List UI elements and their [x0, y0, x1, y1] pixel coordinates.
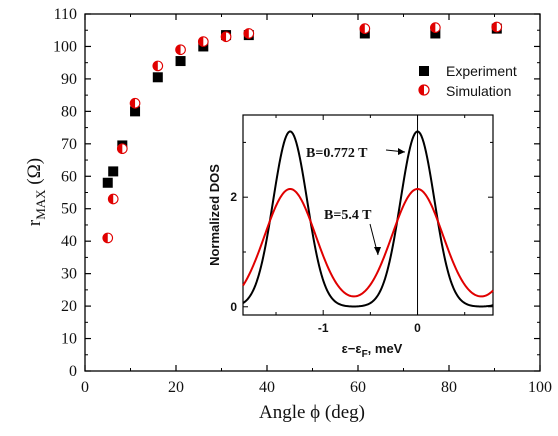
- x-tick-label: 60: [350, 379, 366, 396]
- inset-x-title-sub: F: [362, 349, 368, 360]
- simulation-point: [107, 193, 119, 205]
- inset-x-tick-label: 0: [414, 321, 421, 335]
- inset-x-tick-label: -1: [318, 321, 329, 335]
- annotation-b-54: B=5.4 T: [324, 208, 372, 223]
- inset-axes: -1 0 0 2: [230, 115, 493, 335]
- y-tick-label: 50: [61, 201, 77, 218]
- simulation-point: [359, 23, 371, 34]
- legend-marker-experiment: [419, 66, 429, 76]
- simulation-point: [243, 28, 255, 39]
- x-tick-label: 0: [81, 379, 89, 396]
- svg-text:rMAX (Ω): rMAX (Ω): [24, 158, 48, 226]
- experiment-point: [108, 166, 119, 177]
- inset-x-title-prefix: ε−ε: [342, 341, 362, 356]
- simulation-point: [197, 36, 209, 47]
- y-tick-label: 30: [61, 266, 77, 283]
- y-tick-label: 80: [61, 103, 77, 120]
- main-y-axis-title: rMAX (Ω): [24, 158, 48, 226]
- simulation-point: [116, 143, 128, 155]
- y-tick-label: 110: [54, 6, 77, 23]
- x-tick-label: 80: [441, 379, 457, 396]
- legend-marker-simulation: [418, 84, 430, 96]
- simulation-point: [129, 97, 141, 109]
- inset-curve-b0772: [242, 130, 494, 308]
- y-tick-label: 40: [61, 233, 77, 250]
- y-tick-label: 90: [61, 71, 77, 88]
- x-tick-label: 100: [528, 379, 552, 396]
- simulation-point: [175, 44, 186, 56]
- inset-annotation-red: B=5.4 T: [324, 208, 381, 256]
- experiment-point: [430, 28, 441, 39]
- inset-series: [242, 130, 494, 308]
- experiment-point: [130, 106, 141, 117]
- simulation-point: [102, 232, 114, 244]
- y-tick-label: 0: [69, 363, 77, 380]
- inset-y-tick-label: 0: [230, 300, 237, 314]
- experiment-point: [175, 56, 186, 67]
- main-series: [102, 21, 503, 244]
- y-title-main: r: [24, 219, 45, 226]
- y-tick-label: 10: [61, 331, 77, 348]
- y-tick-label: 60: [61, 168, 77, 185]
- x-tick-label: 20: [168, 379, 184, 396]
- main-x-axis-title: Angle ϕ (deg): [259, 402, 365, 423]
- legend-label-experiment: Experiment: [446, 63, 517, 79]
- x-tick-label: 40: [259, 379, 275, 396]
- annotation-b-0772: B=0.772 T: [306, 146, 368, 161]
- inset-x-title-suffix: , meV: [368, 341, 403, 356]
- experiment-point: [102, 177, 113, 188]
- inset-x-axis-title: ε−εF, meV: [342, 341, 403, 360]
- y-tick-label: 100: [53, 38, 77, 55]
- y-title-unit: (Ω): [24, 158, 45, 190]
- simulation-point: [491, 21, 503, 33]
- inset-y-axis-title: Normalized DOS: [207, 164, 222, 266]
- inset-y-tick-label: 2: [230, 190, 237, 204]
- simulation-point: [430, 22, 441, 33]
- inset-annotation-black: B=0.772 T: [306, 146, 406, 161]
- simulation-point: [220, 31, 232, 43]
- legend-label-simulation: Simulation: [446, 83, 511, 99]
- y-tick-label: 70: [61, 136, 77, 153]
- simulation-point: [152, 60, 164, 72]
- inset-curve-b54: [242, 187, 494, 298]
- y-title-sub: MAX: [33, 189, 48, 220]
- y-tick-label: 20: [61, 298, 77, 315]
- experiment-point: [152, 72, 163, 83]
- legend: Experiment Simulation: [418, 63, 517, 99]
